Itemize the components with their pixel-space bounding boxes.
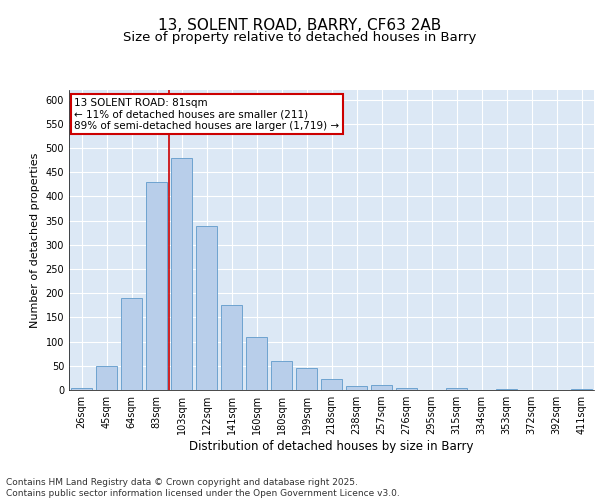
Bar <box>571 388 592 390</box>
Bar <box>371 385 392 390</box>
Bar <box>121 298 142 390</box>
Y-axis label: Number of detached properties: Number of detached properties <box>30 152 40 328</box>
Bar <box>246 337 267 390</box>
Bar <box>296 368 317 390</box>
Bar <box>446 388 467 390</box>
Bar <box>396 388 417 390</box>
Bar <box>271 361 292 390</box>
Bar <box>96 366 117 390</box>
Bar <box>321 380 342 390</box>
Bar <box>146 182 167 390</box>
Bar <box>71 388 92 390</box>
Bar <box>496 388 517 390</box>
Text: Size of property relative to detached houses in Barry: Size of property relative to detached ho… <box>124 31 476 44</box>
Text: 13, SOLENT ROAD, BARRY, CF63 2AB: 13, SOLENT ROAD, BARRY, CF63 2AB <box>158 18 442 32</box>
Text: Contains HM Land Registry data © Crown copyright and database right 2025.
Contai: Contains HM Land Registry data © Crown c… <box>6 478 400 498</box>
Bar <box>196 226 217 390</box>
X-axis label: Distribution of detached houses by size in Barry: Distribution of detached houses by size … <box>189 440 474 453</box>
Bar <box>221 306 242 390</box>
Text: 13 SOLENT ROAD: 81sqm
← 11% of detached houses are smaller (211)
89% of semi-det: 13 SOLENT ROAD: 81sqm ← 11% of detached … <box>74 98 340 130</box>
Bar <box>171 158 192 390</box>
Bar <box>346 386 367 390</box>
